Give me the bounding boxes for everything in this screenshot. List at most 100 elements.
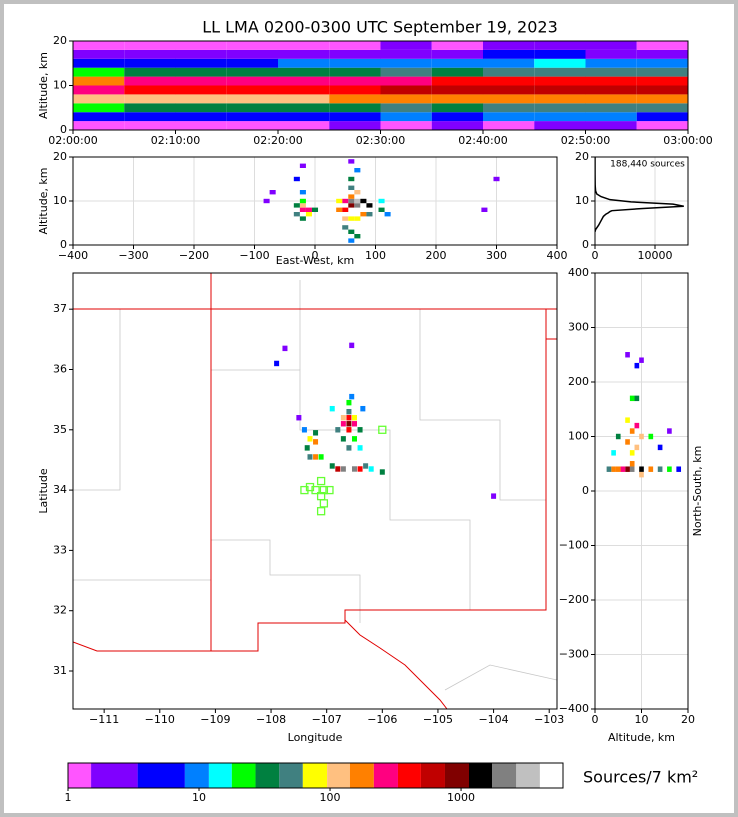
density-cell	[483, 94, 535, 104]
density-cell	[351, 421, 358, 427]
density-cell	[585, 112, 637, 122]
density-cell	[73, 58, 125, 68]
density-cell	[175, 76, 227, 86]
colorbar-segment	[397, 763, 421, 788]
density-cell	[336, 207, 343, 212]
density-cell	[625, 417, 630, 423]
colorbar-segment	[255, 763, 280, 788]
colorbar-segment	[137, 763, 185, 788]
density-cell	[534, 41, 586, 50]
density-cell	[534, 121, 586, 130]
density-cell	[307, 436, 313, 442]
colorbar-segment	[327, 763, 350, 788]
density-cell	[335, 427, 341, 433]
density-cell	[534, 58, 586, 68]
colorbar-segment	[420, 763, 445, 788]
density-cell	[73, 41, 125, 50]
density-cell	[124, 76, 176, 86]
density-cell	[483, 112, 535, 122]
colorbar-segment	[279, 763, 303, 788]
y-tick-label: −200	[559, 593, 589, 606]
density-cell	[348, 176, 355, 182]
colorbar-segment	[492, 763, 517, 788]
density-cell	[329, 103, 381, 113]
density-cell	[313, 439, 319, 445]
x-tick-label: 02:10:00	[151, 134, 200, 147]
density-cell	[226, 76, 278, 86]
station	[316, 507, 326, 516]
density-cell	[380, 94, 432, 104]
x-tick-label: 100	[365, 249, 386, 262]
density-cell	[483, 67, 535, 77]
density-cell	[431, 85, 483, 95]
colorbar-segment	[349, 763, 374, 788]
density-cell	[636, 85, 688, 95]
density-cell	[620, 466, 626, 472]
plot-area	[595, 157, 688, 245]
y-tick-label: 400	[568, 266, 589, 279]
density-cell	[278, 49, 330, 59]
density-cell	[311, 207, 319, 212]
density-cell	[226, 67, 278, 77]
density-cell	[175, 67, 227, 77]
density-cell	[313, 454, 319, 460]
density-cell	[431, 67, 483, 77]
density-cell	[629, 450, 635, 456]
density-cell	[304, 445, 310, 451]
density-cell	[73, 67, 125, 77]
x-tick-label: −111	[89, 713, 119, 726]
density-cell	[611, 466, 616, 472]
density-cell	[346, 415, 352, 421]
density-cell	[636, 94, 688, 104]
density-cell	[282, 345, 288, 352]
density-cell	[667, 466, 672, 472]
panel: −111 −110 −109 −108 −107 −106 −105 −104 −103 31 32…	[37, 272, 564, 744]
density-cell	[483, 85, 535, 95]
county-line	[73, 309, 121, 491]
colorbar-tick-label: 10	[192, 791, 206, 804]
y-tick-label: 20	[575, 150, 589, 163]
density-cell	[336, 198, 343, 204]
density-cell	[639, 357, 644, 363]
colorbar-tick-label: 100	[320, 791, 341, 804]
density-cell	[299, 203, 306, 208]
density-cell	[629, 428, 635, 434]
density-cell	[368, 466, 374, 472]
density-cell	[657, 444, 663, 451]
colorbar-segment	[91, 763, 138, 788]
density-cell	[354, 190, 361, 195]
y-tick-label: 0	[60, 238, 67, 251]
density-cell	[226, 58, 278, 68]
density-cell	[124, 121, 176, 130]
x-tick-label: 400	[547, 249, 568, 262]
station	[300, 485, 309, 495]
density-cell	[380, 67, 432, 77]
density-cell	[636, 112, 688, 122]
density-cell	[299, 190, 306, 195]
station	[316, 476, 326, 486]
density-cell	[351, 415, 358, 421]
density-cell	[360, 198, 367, 204]
y-tick-label: 10	[53, 194, 67, 207]
density-cell	[349, 393, 355, 400]
y-tick-label: 20	[53, 34, 67, 47]
density-cell	[329, 121, 381, 130]
density-cell	[124, 67, 176, 77]
density-cell	[329, 41, 381, 50]
density-cell	[380, 112, 432, 122]
density-cell	[636, 41, 688, 50]
density-cell	[360, 212, 367, 217]
panel: 02:00:00 02:10:00 02:20:00 02:30:00 02:40:00…	[37, 18, 713, 148]
x-tick-label: 200	[426, 249, 447, 262]
station	[316, 491, 326, 501]
density-cell	[278, 112, 330, 122]
plot-area	[595, 273, 688, 709]
density-cell	[667, 428, 672, 434]
colorbar-segment	[208, 763, 232, 788]
y-axis-label: Altitude, km	[37, 52, 50, 119]
x-tick-label: 03:00:00	[663, 134, 712, 147]
colorbar-segment	[302, 763, 328, 788]
density-cell	[360, 203, 367, 208]
y-tick-label: 200	[568, 375, 589, 388]
